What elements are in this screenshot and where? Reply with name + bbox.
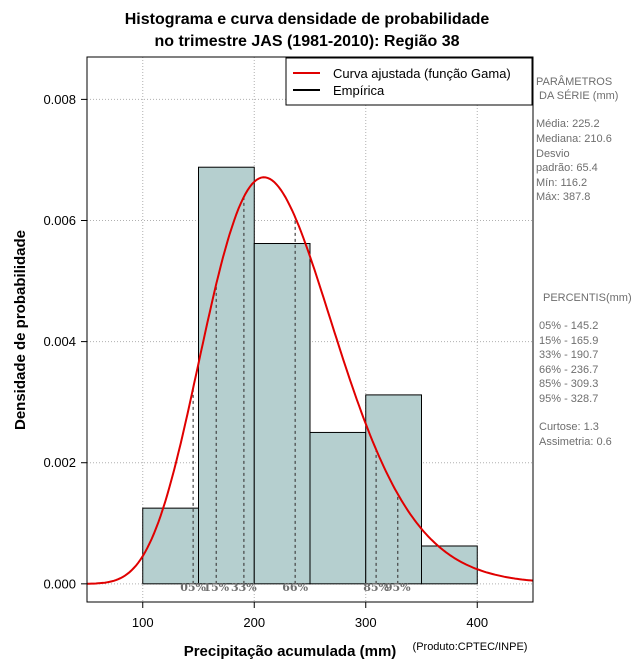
- histogram-bar-4: [365, 394, 422, 585]
- legend-box: [285, 57, 533, 106]
- histogram-bars: [142, 166, 478, 585]
- chart-title-line-1: Histograma e curva densidade de probabil…: [125, 11, 490, 28]
- y-axis-title: Densidade de probabilidade: [12, 230, 29, 430]
- histogram-bar-2: [253, 243, 311, 585]
- histogram-bar-0: [142, 507, 199, 585]
- histogram-bar-3: [309, 431, 367, 585]
- percentiles-panel: PERCENTIS(mm) 05% - 145.2 15% - 165.9 33…: [539, 292, 632, 448]
- y-tick-label-2: 0.004: [43, 334, 76, 349]
- percentiles-header: PERCENTIS(mm): [543, 292, 632, 304]
- param-mean: Média: 225.2: [536, 118, 600, 130]
- param-median: Mediana: 210.6: [536, 133, 612, 145]
- y-axis: 0.000 0.002 0.004 0.006 0.008: [43, 92, 88, 591]
- percentile-line-label-66%: 66%: [282, 581, 308, 594]
- x-axis: 100 200 300 400: [132, 601, 488, 630]
- percentile-line-label-85%: 85%: [363, 581, 389, 594]
- params-header-line1: PARÂMETROS: [536, 75, 612, 88]
- y-tick-label-0: 0.000: [43, 576, 76, 591]
- percentile-labels: 05%15% 33% 66% 85%95%: [180, 581, 411, 594]
- params-header-line2: DA SÉRIE (mm): [539, 89, 618, 102]
- kurtosis: Curtose: 1.3: [539, 421, 599, 433]
- x-tick-label-2: 300: [355, 615, 377, 630]
- x-tick-label-3: 400: [466, 615, 488, 630]
- percentile-line-label-05%: 05%: [180, 581, 206, 594]
- percentile-15: 15% - 165.9: [539, 335, 598, 347]
- skewness: Assimetria: 0.6: [539, 436, 612, 448]
- legend: Curva ajustada (função Gama) Empírica: [285, 57, 533, 106]
- y-tick-label-3: 0.006: [43, 213, 76, 228]
- param-min: Mín: 116.2: [536, 177, 587, 189]
- percentile-95: 95% - 328.7: [539, 393, 598, 405]
- chart-title-line-2: no trimestre JAS (1981-2010): Região 38: [154, 33, 459, 50]
- series-parameters-panel: PARÂMETROS DA SÉRIE (mm) Média: 225.2 Me…: [536, 75, 618, 203]
- x-tick-label-1: 200: [243, 615, 265, 630]
- param-stddev: padrão: 65.4: [536, 162, 598, 174]
- legend-label-empirical: Empírica: [333, 83, 385, 98]
- x-tick-label-0: 100: [132, 615, 154, 630]
- gamma-density-curve: [87, 176, 533, 585]
- percentile-lines: [192, 196, 399, 584]
- percentile-line-label-33%: 33%: [231, 581, 257, 594]
- param-max: Máx: 387.8: [536, 191, 590, 203]
- y-tick-label-1: 0.002: [43, 455, 76, 470]
- percentile-85: 85% - 309.3: [539, 378, 598, 390]
- product-credit: (Produto:CPTEC/INPE): [413, 641, 528, 653]
- percentile-line-label-15%: 15%: [203, 581, 229, 594]
- histogram-bar-1: [198, 166, 255, 585]
- percentile-66: 66% - 236.7: [539, 364, 598, 376]
- param-stddev-label: Desvio: [536, 148, 570, 160]
- y-tick-label-4: 0.008: [43, 92, 76, 107]
- percentile-line-label-95%: 95%: [385, 581, 411, 594]
- percentile-33: 33% - 190.7: [539, 349, 598, 361]
- x-axis-title: Precipitação acumulada (mm): [184, 643, 397, 660]
- percentile-05: 05% - 145.2: [539, 320, 598, 332]
- legend-label-curve: Curva ajustada (função Gama): [333, 66, 511, 81]
